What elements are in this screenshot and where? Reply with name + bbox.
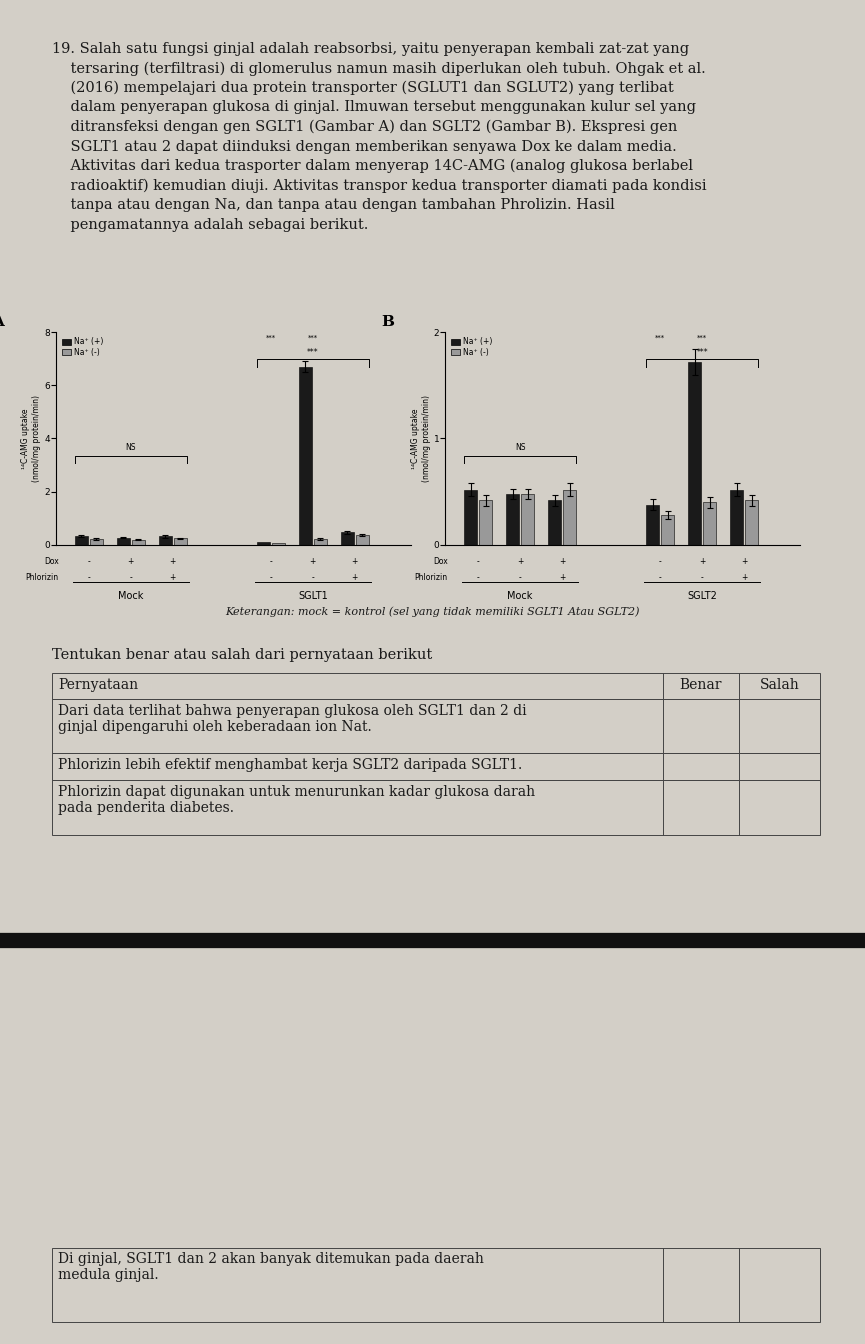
- Bar: [521, 493, 535, 546]
- Bar: [341, 532, 354, 546]
- Text: +: +: [352, 556, 358, 566]
- Text: -: -: [477, 556, 479, 566]
- Text: +: +: [741, 556, 747, 566]
- Text: NS: NS: [125, 444, 136, 453]
- Text: Phlorizin dapat digunakan untuk menurunkan kadar glukosa darah
pada penderita di: Phlorizin dapat digunakan untuk menurunk…: [58, 785, 535, 814]
- Text: +: +: [170, 573, 176, 582]
- Bar: [52, 780, 820, 835]
- Text: +: +: [517, 556, 523, 566]
- Text: -: -: [477, 573, 479, 582]
- Bar: [52, 753, 820, 780]
- Text: -: -: [270, 573, 272, 582]
- Text: +: +: [310, 556, 316, 566]
- Text: -: -: [519, 573, 522, 582]
- Bar: [272, 543, 285, 546]
- Text: Benar: Benar: [680, 677, 722, 692]
- Text: -: -: [659, 556, 662, 566]
- Bar: [689, 362, 702, 546]
- Text: Aktivitas dari kedua trasporter dalam menyerap 14C-AMG (analog glukosa berlabel: Aktivitas dari kedua trasporter dalam me…: [52, 159, 693, 173]
- Text: SGLT2: SGLT2: [687, 591, 717, 601]
- Text: +: +: [559, 556, 566, 566]
- Text: -: -: [270, 556, 272, 566]
- Text: tersaring (terfiltrasi) di glomerulus namun masih diperlukan oleh tubuh. Ohgak e: tersaring (terfiltrasi) di glomerulus na…: [52, 62, 706, 75]
- Text: +: +: [128, 556, 134, 566]
- Bar: [646, 504, 659, 546]
- Text: B: B: [381, 314, 394, 329]
- Bar: [506, 493, 519, 546]
- Text: Mock: Mock: [119, 591, 144, 601]
- Bar: [52, 673, 820, 699]
- Text: NS: NS: [515, 444, 525, 453]
- Y-axis label: ¹⁴C-AMG uptake
(nmol/mg protein/min): ¹⁴C-AMG uptake (nmol/mg protein/min): [411, 395, 431, 482]
- Text: -: -: [701, 573, 703, 582]
- Text: Phlorizin lebih efektif menghambat kerja SGLT2 daripada SGLT1.: Phlorizin lebih efektif menghambat kerja…: [58, 758, 522, 771]
- Text: Tentukan benar atau salah dari pernyataan berikut: Tentukan benar atau salah dari pernyataa…: [52, 648, 432, 663]
- Legend: Na⁺ (+), Na⁺ (-): Na⁺ (+), Na⁺ (-): [60, 336, 105, 359]
- Text: ***: ***: [655, 335, 665, 340]
- Bar: [745, 500, 758, 546]
- Text: +: +: [170, 556, 176, 566]
- Bar: [730, 489, 743, 546]
- Text: tanpa atau dengan Na, dan tanpa atau dengan tambahan Phrolizin. Hasil: tanpa atau dengan Na, dan tanpa atau den…: [52, 198, 615, 212]
- Bar: [299, 367, 312, 546]
- Bar: [257, 542, 270, 546]
- Text: ***: ***: [696, 348, 708, 358]
- Bar: [479, 500, 492, 546]
- Text: 19. Salah satu fungsi ginjal adalah reabsorbsi, yaitu penyerapan kembali zat-zat: 19. Salah satu fungsi ginjal adalah reab…: [52, 42, 689, 56]
- Text: dalam penyerapan glukosa di ginjal. Ilmuwan tersebut menggunakan kulur sel yang: dalam penyerapan glukosa di ginjal. Ilmu…: [52, 101, 696, 114]
- Text: SGLT1: SGLT1: [298, 591, 328, 601]
- Bar: [465, 489, 477, 546]
- Bar: [90, 539, 103, 546]
- Text: ditransfeksi dengan gen SGLT1 (Gambar A) dan SGLT2 (Gambar B). Ekspresi gen: ditransfeksi dengan gen SGLT1 (Gambar A)…: [52, 120, 677, 134]
- Text: -: -: [130, 573, 132, 582]
- Text: -: -: [87, 573, 90, 582]
- Text: ***: ***: [266, 335, 276, 340]
- Text: Keterangan: mock = kontrol (sel yang tidak memiliki SGLT1 Atau SGLT2): Keterangan: mock = kontrol (sel yang tid…: [225, 606, 640, 617]
- Text: Di ginjal, SGLT1 dan 2 akan banyak ditemukan pada daerah
medula ginjal.: Di ginjal, SGLT1 dan 2 akan banyak ditem…: [58, 1253, 484, 1282]
- Text: ***: ***: [308, 335, 318, 340]
- Text: SGLT1 atau 2 dapat diinduksi dengan memberikan senyawa Dox ke dalam media.: SGLT1 atau 2 dapat diinduksi dengan memb…: [52, 140, 676, 153]
- Text: -: -: [311, 573, 314, 582]
- Bar: [174, 539, 187, 546]
- Bar: [314, 539, 327, 546]
- Text: +: +: [352, 573, 358, 582]
- Y-axis label: ¹⁴C-AMG uptake
(nmol/mg protein/min): ¹⁴C-AMG uptake (nmol/mg protein/min): [22, 395, 42, 482]
- Text: -: -: [659, 573, 662, 582]
- Bar: [703, 503, 716, 546]
- Legend: Na⁺ (+), Na⁺ (-): Na⁺ (+), Na⁺ (-): [449, 336, 494, 359]
- Text: Salah: Salah: [759, 677, 799, 692]
- Text: Phlorizin: Phlorizin: [414, 573, 448, 582]
- Text: ***: ***: [307, 348, 318, 358]
- Text: -: -: [87, 556, 90, 566]
- Bar: [52, 1249, 820, 1322]
- Text: Dari data terlihat bahwa penyerapan glukosa oleh SGLT1 dan 2 di
ginjal dipengaru: Dari data terlihat bahwa penyerapan gluk…: [58, 704, 527, 734]
- Text: +: +: [559, 573, 566, 582]
- Text: (2016) mempelajari dua protein transporter (SGLUT1 dan SGLUT2) yang terlibat: (2016) mempelajari dua protein transport…: [52, 81, 674, 95]
- Bar: [563, 489, 576, 546]
- Text: +: +: [741, 573, 747, 582]
- Text: ***: ***: [697, 335, 708, 340]
- Text: Pernyataan: Pernyataan: [58, 677, 138, 692]
- Text: Dox: Dox: [433, 556, 448, 566]
- Bar: [159, 536, 172, 546]
- Bar: [52, 699, 820, 753]
- Text: radioaktif) kemudian diuji. Aktivitas transpor kedua transporter diamati pada ko: radioaktif) kemudian diuji. Aktivitas tr…: [52, 179, 707, 194]
- Bar: [661, 515, 674, 546]
- Bar: [356, 535, 368, 546]
- Bar: [75, 536, 88, 546]
- Text: Dox: Dox: [44, 556, 59, 566]
- Bar: [117, 538, 130, 546]
- Text: +: +: [699, 556, 705, 566]
- Bar: [548, 500, 561, 546]
- Text: Mock: Mock: [508, 591, 533, 601]
- Text: pengamatannya adalah sebagai berikut.: pengamatannya adalah sebagai berikut.: [52, 218, 368, 231]
- Bar: [131, 540, 145, 546]
- Text: A: A: [0, 314, 4, 329]
- Text: Phlorizin: Phlorizin: [25, 573, 59, 582]
